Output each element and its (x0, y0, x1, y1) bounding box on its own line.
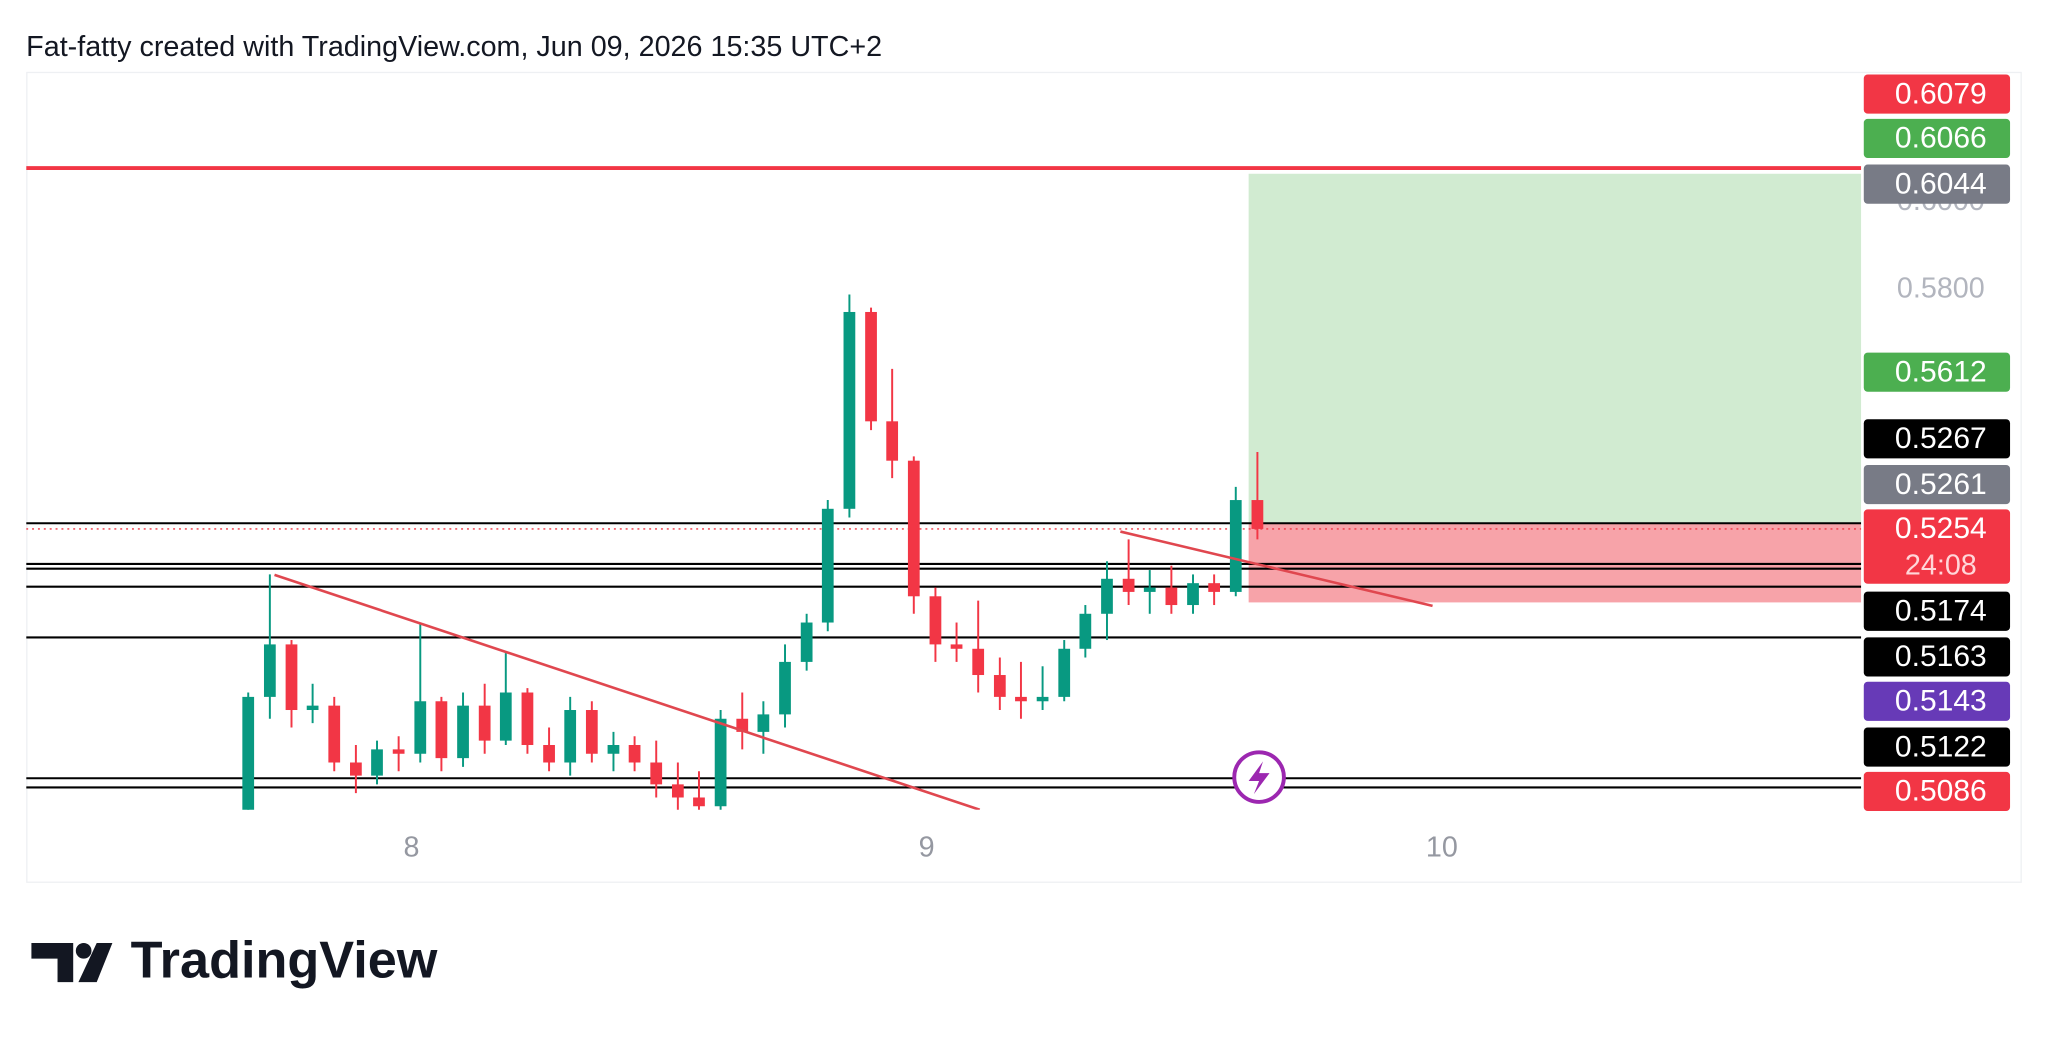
candle-body (650, 762, 663, 785)
price-label-bg (1863, 74, 2011, 114)
candle-body (371, 749, 383, 776)
candle-body (1036, 696, 1049, 702)
candle-body (457, 705, 469, 759)
candle-body (1187, 583, 1199, 606)
candle-body (521, 692, 534, 746)
candle-body (263, 644, 276, 697)
countdown-label: 24:08 (1905, 549, 1977, 581)
candle-body (585, 710, 598, 754)
candle-body (1122, 578, 1135, 592)
x-tick-label: 8 (404, 832, 420, 864)
candle-body (328, 705, 341, 763)
candle-body (564, 710, 577, 763)
candle-body (714, 718, 727, 807)
candle-body (972, 648, 985, 676)
candle-body (414, 701, 427, 754)
price-label: 0.6044 (1895, 167, 1987, 200)
candle-body (843, 311, 856, 509)
candle-body (1143, 587, 1156, 592)
header-text: Fat-fatty created with TradingView.com, … (26, 31, 882, 63)
price-axis: 0.60000.58000.60790.60660.60440.56120.52… (1863, 74, 2011, 812)
trend-line (274, 573, 981, 810)
price-label: 0.5086 (1895, 775, 1987, 808)
candle-body (1079, 613, 1092, 649)
price-label: 0.5122 (1895, 730, 1987, 763)
candle-body (800, 622, 813, 662)
price-label-bg (1863, 591, 2011, 631)
brand-name: TradingView (131, 932, 438, 990)
price-label-bg (1863, 352, 2011, 392)
candle-body (1058, 648, 1071, 697)
candle-body (499, 692, 512, 741)
candle-body (1101, 578, 1113, 614)
candle-body (242, 696, 255, 810)
position-profit-zone (1248, 173, 1862, 524)
candle-body (285, 644, 298, 711)
candle-body (607, 745, 620, 754)
candle-body (886, 421, 899, 461)
candle-body (865, 311, 877, 422)
price-label: 0.5261 (1895, 468, 1987, 501)
price-label-bg (1863, 727, 2011, 767)
price-label-bg (1863, 681, 2011, 721)
price-label-bg (1863, 419, 2011, 459)
candle-body (1251, 500, 1264, 529)
trend-line (1120, 530, 1433, 608)
candle-body (1165, 587, 1178, 606)
price-label: 0.5163 (1895, 640, 1987, 673)
price-label: 0.6066 (1895, 122, 1987, 155)
candle-body (736, 718, 749, 732)
candle-body (1015, 696, 1027, 702)
position-loss-zone (1248, 523, 1862, 603)
brand-logo: TradingView (31, 932, 438, 990)
candle-body (907, 460, 920, 597)
candle-body (392, 749, 405, 754)
candle-body (821, 508, 834, 623)
price-label-bg (1863, 164, 2011, 204)
candle-body (478, 705, 491, 741)
price-label: 0.5174 (1895, 594, 1987, 627)
candle-body (306, 705, 319, 711)
price-label-bg (1863, 509, 2011, 584)
candle-body (779, 661, 791, 715)
candle-body (929, 596, 942, 645)
candle-body (1229, 500, 1242, 592)
price-label: 0.5143 (1895, 685, 1987, 718)
candle-body (628, 745, 641, 763)
price-label: 0.5267 (1895, 422, 1987, 455)
candle-body (950, 644, 963, 649)
candle-body (671, 784, 684, 798)
price-label-bg (1863, 637, 2011, 677)
price-label: 0.5254 (1895, 512, 1987, 545)
candle-body (993, 675, 1006, 697)
chart-frame (26, 71, 2022, 883)
candle-body (350, 762, 362, 776)
candle-body (435, 701, 448, 759)
price-label: 0.6079 (1895, 77, 1987, 110)
overlay: 8 9 10 (404, 832, 1458, 864)
price-label-bg (1863, 118, 2011, 159)
candle-body (693, 797, 705, 807)
x-tick-label: 10 (1426, 832, 1458, 864)
candle-body (543, 745, 555, 763)
price-label-bg (1863, 464, 2011, 505)
price-label: 0.5612 (1895, 355, 1987, 388)
price-label-bg (1863, 771, 2011, 812)
x-tick-label: 9 (919, 832, 935, 864)
lightning-icon (1232, 750, 1286, 804)
candle-body (757, 714, 770, 732)
candle-body (1208, 583, 1221, 592)
plot-area (26, 166, 1862, 810)
y-tick-label: 0.5800 (1897, 273, 1985, 305)
